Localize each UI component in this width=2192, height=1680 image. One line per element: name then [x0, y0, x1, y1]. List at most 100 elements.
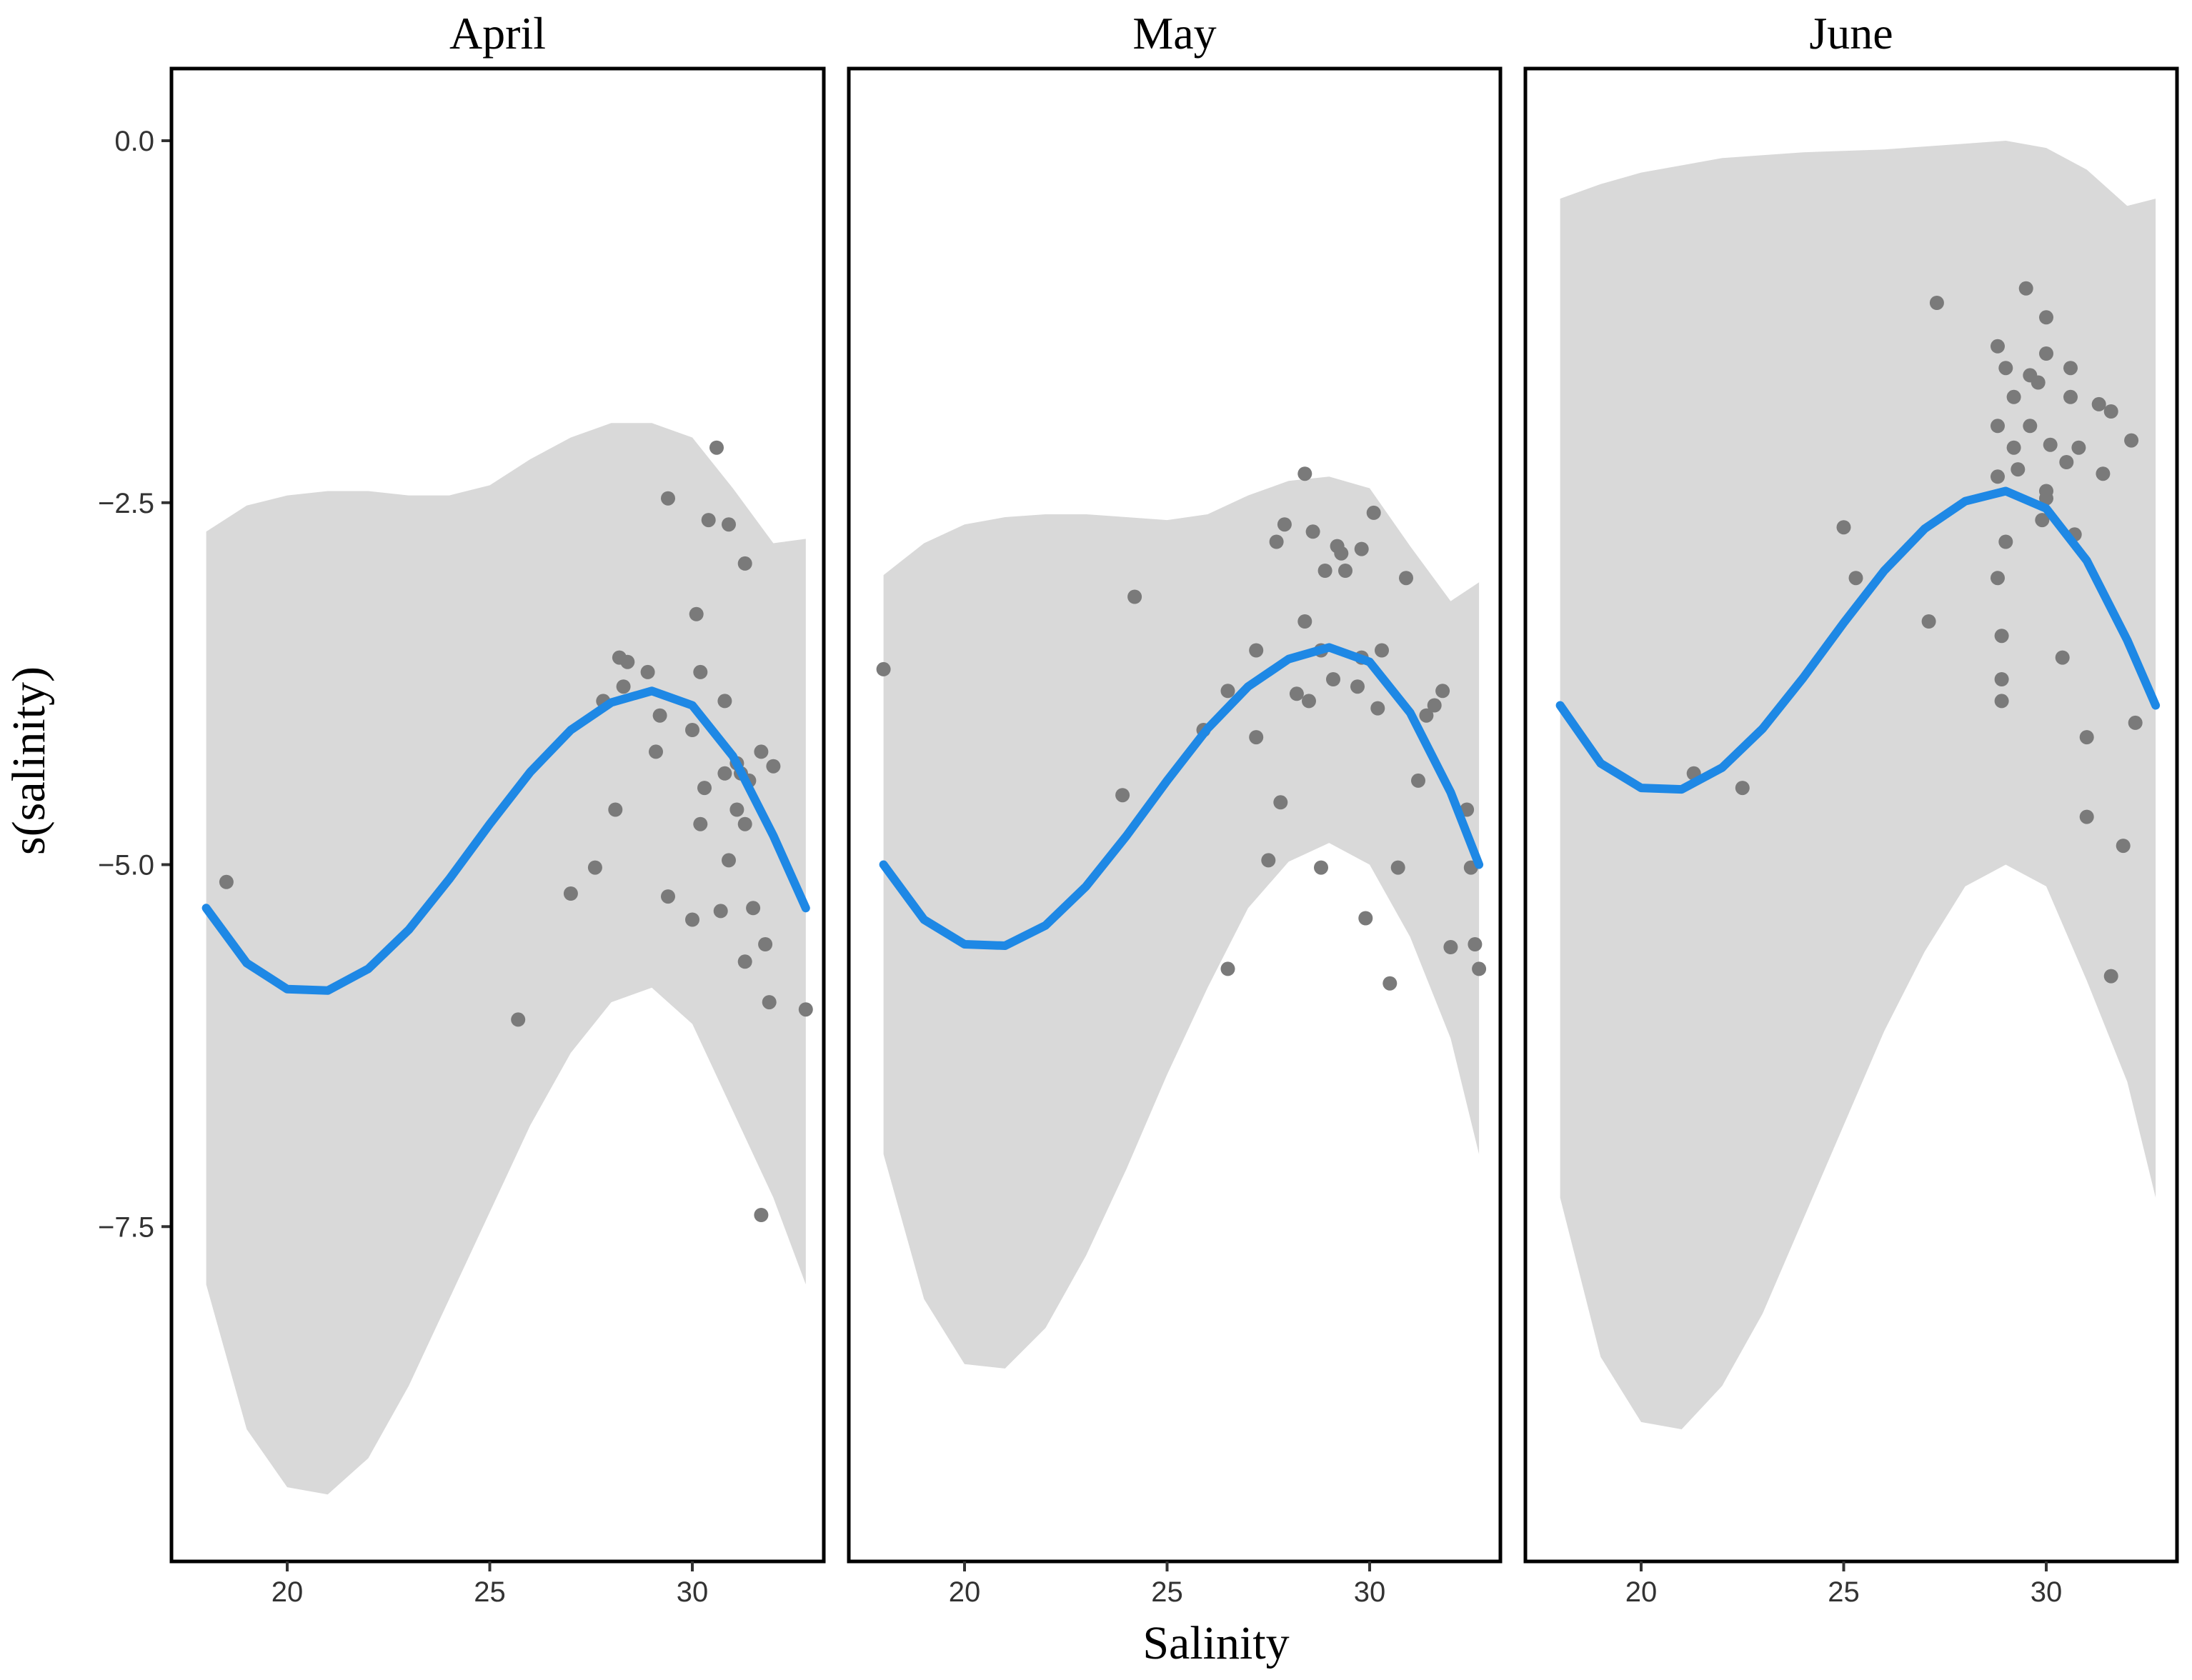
data-point	[685, 723, 699, 737]
data-point	[1994, 694, 2009, 709]
x-tick-label: 30	[2031, 1576, 2063, 1608]
data-point	[1435, 684, 1450, 699]
data-point	[2103, 969, 2118, 984]
y-axis: 0.0 −2.5 −5.0 −7.5	[98, 126, 171, 1243]
x-axis-title: Salinity	[1142, 1617, 1289, 1669]
smooth-curve	[201, 686, 810, 995]
data-point	[1366, 505, 1381, 520]
y-tick-label: 0.0	[114, 126, 154, 157]
panel-april: April 20 25 30	[169, 8, 826, 1608]
data-point	[1249, 643, 1264, 658]
data-point	[1220, 961, 1235, 976]
facet-panels: April 20 25 30 May 20 25 30 June 20 25 30	[169, 8, 2179, 1608]
data-point	[2103, 404, 2118, 419]
y-tick-label: −7.5	[98, 1211, 154, 1243]
data-point	[713, 904, 728, 919]
data-point	[2018, 281, 2033, 296]
data-point	[1358, 911, 1373, 926]
data-point	[1836, 520, 1851, 535]
data-point	[1991, 339, 2005, 354]
data-point	[661, 491, 675, 506]
data-point	[1419, 708, 1434, 723]
data-point	[1443, 940, 1458, 954]
data-point	[1468, 937, 1483, 951]
data-point	[709, 440, 724, 455]
data-point	[1261, 853, 1276, 868]
data-point	[685, 912, 699, 927]
data-point	[511, 1012, 526, 1027]
data-point	[754, 1208, 769, 1222]
data-point	[2023, 419, 2038, 434]
data-point	[2011, 462, 2026, 477]
data-point	[1354, 541, 1369, 556]
data-point	[1994, 672, 2009, 686]
data-point	[2063, 389, 2078, 404]
data-point	[2063, 361, 2078, 376]
data-point	[1115, 788, 1130, 803]
x-tick-label: 20	[949, 1576, 981, 1608]
data-point	[722, 853, 736, 868]
data-point	[1390, 860, 1405, 875]
data-point	[616, 679, 631, 694]
data-point	[1994, 629, 2009, 644]
data-point	[1297, 466, 1312, 481]
confidence-band	[206, 423, 806, 1495]
smooth-curve	[879, 643, 1484, 950]
data-point	[2035, 513, 2050, 528]
data-point	[1991, 419, 2005, 434]
data-point	[620, 654, 635, 669]
data-point	[693, 664, 708, 679]
confidence-band	[1560, 141, 2156, 1429]
data-point	[876, 661, 891, 676]
data-point	[1249, 730, 1264, 745]
data-point	[1991, 571, 2005, 586]
data-point	[1472, 961, 1487, 976]
x-tick-label: 20	[1625, 1576, 1658, 1608]
data-point	[693, 816, 708, 831]
panel-frame	[1523, 66, 2179, 1564]
panel-title: April	[449, 8, 546, 59]
data-point	[1370, 701, 1385, 716]
data-point	[661, 889, 675, 904]
panel-june: June 20 25 30	[1523, 8, 2179, 1608]
data-point	[2071, 440, 2086, 455]
data-point	[729, 802, 744, 817]
data-point	[697, 781, 712, 796]
x-tick-label: 30	[1354, 1576, 1386, 1608]
x-tick-label: 25	[474, 1576, 506, 1608]
data-point	[1375, 643, 1389, 658]
data-point	[1334, 546, 1349, 561]
data-point	[1326, 672, 1340, 686]
data-point	[1991, 469, 2005, 484]
data-point	[2124, 433, 2139, 448]
data-point	[722, 517, 736, 532]
data-point	[737, 556, 752, 571]
data-point	[798, 1002, 813, 1017]
panel-frame	[847, 66, 1503, 1564]
data-point	[1273, 795, 1288, 810]
data-point	[1317, 564, 1332, 578]
data-point	[2128, 715, 2143, 730]
data-point	[219, 874, 234, 889]
y-tick-label: −2.5	[98, 488, 154, 519]
data-point	[2116, 839, 2131, 854]
data-point	[2039, 491, 2053, 506]
data-point	[766, 759, 781, 774]
data-point	[649, 744, 663, 759]
data-point	[1399, 571, 1413, 586]
data-point	[1277, 517, 1292, 532]
data-point	[1127, 589, 1142, 604]
data-point	[2059, 455, 2074, 469]
data-point	[2039, 346, 2053, 361]
data-point	[737, 816, 752, 831]
panel-title: May	[1132, 8, 1216, 59]
data-point	[587, 860, 602, 875]
data-point	[717, 694, 732, 709]
data-point	[2096, 466, 2111, 481]
data-point	[737, 954, 752, 969]
x-tick-label: 25	[1828, 1576, 1860, 1608]
data-point	[1735, 781, 1750, 796]
panel-may: May 20 25 30	[847, 8, 1503, 1608]
data-point	[2055, 650, 2070, 665]
